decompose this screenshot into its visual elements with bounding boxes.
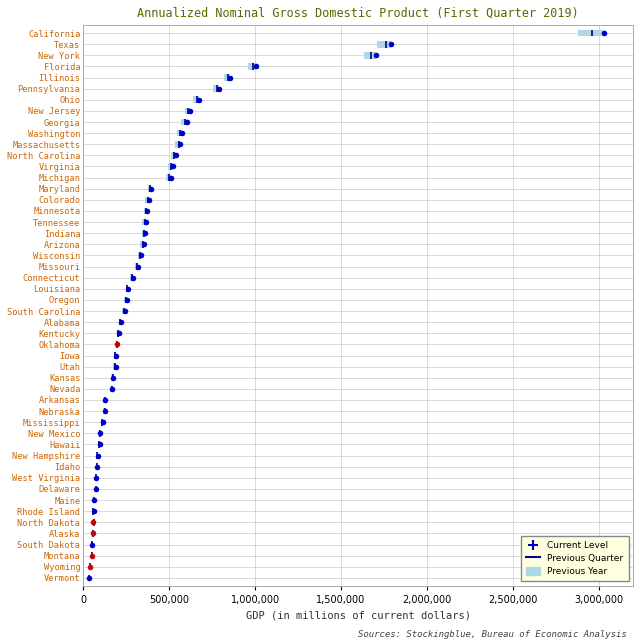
Bar	[101, 419, 103, 426]
Bar	[142, 219, 146, 225]
Bar	[99, 430, 100, 436]
Bar	[213, 85, 219, 92]
Bar	[193, 97, 198, 103]
Bar	[377, 41, 391, 47]
Bar	[96, 463, 97, 470]
Bar	[140, 241, 144, 248]
Bar	[111, 374, 113, 381]
Legend: Current Level, Previous Quarter, Previous Year: Current Level, Previous Quarter, Previou…	[521, 536, 628, 581]
Bar	[97, 452, 98, 459]
Bar	[578, 29, 604, 36]
Text: Sources: Stockingblue, Bureau of Economic Analysis: Sources: Stockingblue, Bureau of Economi…	[358, 630, 627, 639]
Bar	[177, 130, 182, 136]
Bar	[114, 352, 116, 359]
Bar	[95, 486, 96, 492]
Bar	[110, 385, 113, 392]
Bar	[138, 252, 141, 259]
Bar	[95, 474, 97, 481]
Bar	[141, 230, 145, 237]
Bar	[225, 74, 230, 81]
Bar	[168, 163, 173, 170]
Bar	[124, 296, 127, 303]
Bar	[119, 319, 122, 326]
Bar	[134, 263, 138, 270]
Bar	[113, 364, 116, 370]
Bar	[103, 397, 105, 403]
Bar	[170, 152, 176, 159]
Bar	[144, 207, 147, 214]
Bar	[131, 275, 133, 281]
Bar	[122, 308, 125, 314]
Title: Annualized Nominal Gross Domestic Product (First Quarter 2019): Annualized Nominal Gross Domestic Produc…	[137, 7, 579, 20]
Bar	[364, 52, 376, 59]
Bar	[185, 108, 189, 114]
Bar	[103, 408, 105, 415]
Bar	[180, 118, 187, 125]
X-axis label: GDP (in millions of current dollars): GDP (in millions of current dollars)	[246, 611, 470, 620]
Bar	[125, 285, 128, 292]
Bar	[166, 174, 171, 181]
Bar	[145, 196, 149, 203]
Bar	[175, 141, 180, 148]
Bar	[93, 497, 94, 504]
Bar	[99, 441, 100, 448]
Bar	[148, 186, 152, 192]
Bar	[117, 330, 119, 337]
Bar	[248, 63, 256, 70]
